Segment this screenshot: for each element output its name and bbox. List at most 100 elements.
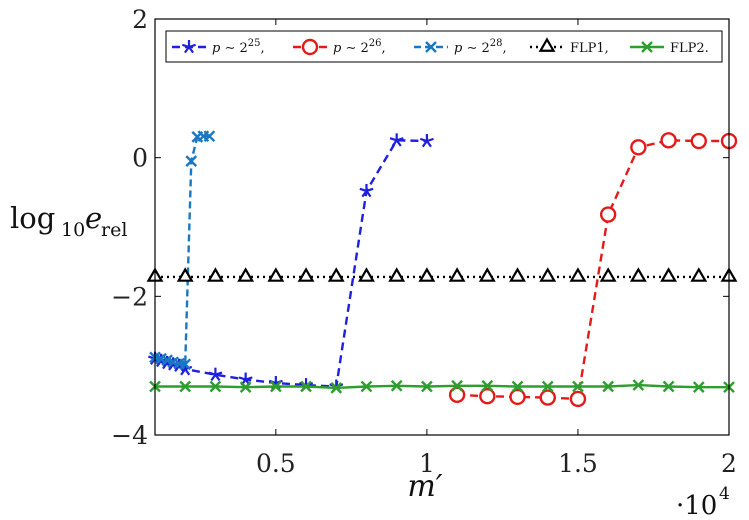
y-tick-label: −2 <box>111 282 148 311</box>
series-3-point-stroke <box>167 356 179 369</box>
series-3-point-stroke <box>155 352 167 365</box>
series-5-point <box>572 380 584 393</box>
series-4-point <box>267 267 285 282</box>
series-5-point <box>330 382 343 394</box>
series-1-point-ray <box>421 140 428 148</box>
legend-tail: , <box>382 41 386 56</box>
x-tick-label: 0.5 <box>256 449 296 478</box>
series-5-point <box>300 380 312 393</box>
series-4-point <box>327 267 345 282</box>
x-axis-label: m′ <box>407 469 442 504</box>
legend-text: ∼ 2 <box>462 41 489 56</box>
series-1-point <box>299 378 314 392</box>
series-5-point-stroke <box>572 380 584 393</box>
series-5-line <box>155 383 729 390</box>
legend-swatch-marker-ray <box>188 43 196 49</box>
legend-var: p <box>454 41 463 56</box>
series-1-point-ray <box>419 137 428 143</box>
series-5-point-stroke <box>451 379 463 392</box>
series-1-point-ray <box>208 371 216 376</box>
series-1-point-ray <box>396 137 404 142</box>
series-4-point <box>358 267 375 282</box>
legend-label: FLP1, <box>570 41 609 56</box>
x-tick-label: 1 <box>419 449 435 478</box>
series-2-point <box>569 390 587 408</box>
x-scale-exponent: 4 <box>719 484 730 504</box>
y-tick-label: 0 <box>132 144 148 173</box>
series-2-line <box>457 139 729 401</box>
series-3-point-stroke <box>203 130 216 143</box>
legend-swatch-marker-ray <box>183 46 190 54</box>
legend-var: p <box>212 41 221 56</box>
legend-label: p ∼ 226, <box>333 38 386 56</box>
series-3-line <box>154 135 210 366</box>
series-5-point <box>451 379 463 392</box>
legend-exp: 28 <box>490 38 503 49</box>
series-3-point <box>203 130 216 143</box>
series-4-point <box>237 267 255 282</box>
legend-swatch-marker-ray <box>188 46 195 54</box>
series-3-point <box>185 155 198 167</box>
series-4-point <box>690 267 708 282</box>
series-1-point-ray <box>214 374 221 381</box>
series-5-point <box>602 380 615 393</box>
series-5-point-stroke <box>481 379 494 392</box>
series-5-point-stroke <box>421 380 433 393</box>
series-4-point <box>509 267 526 282</box>
series-3 <box>149 130 216 371</box>
series-4-point <box>629 267 647 282</box>
y-label-e: e <box>85 201 102 235</box>
series-1-point <box>329 379 344 393</box>
series-3-point-stroke <box>185 155 198 167</box>
legend: p ∼ 225, p ∼ 226, p ∼ 228, FLP1, FLP2. <box>165 30 723 63</box>
legend-label: p ∼ 225, <box>212 38 265 56</box>
series-1-point-ray <box>359 187 367 192</box>
legend-box <box>165 30 723 63</box>
series-5-point <box>360 380 373 393</box>
series-5-point-stroke <box>511 380 524 393</box>
series-5-point-stroke <box>602 380 615 393</box>
series-2-point <box>448 386 466 403</box>
legend-item-2: p ∼ 226, <box>293 38 386 56</box>
series-4-point <box>599 267 617 282</box>
series-5-point <box>511 380 524 393</box>
series-5-point <box>541 380 554 393</box>
series-5-point <box>209 380 222 393</box>
series-5-point-stroke <box>300 380 312 393</box>
series-1-point <box>208 367 223 381</box>
y-tick-label: 2 <box>132 5 148 34</box>
series-1-point <box>359 183 374 198</box>
y-label-sub-10: 10 <box>61 219 85 241</box>
series-5-point-stroke <box>360 380 373 393</box>
series-3-point <box>179 358 192 371</box>
x-tick-label: 2 <box>721 449 737 478</box>
series-5-point-stroke <box>632 379 645 391</box>
series-3-point-stroke <box>161 354 173 366</box>
legend-text: ∼ 2 <box>341 41 368 56</box>
series-5-point <box>390 379 403 392</box>
legend-tail: , <box>503 41 507 56</box>
y-label-log: log <box>10 201 55 235</box>
series-2 <box>448 132 738 408</box>
x-axis-scale-note: ·10 4 <box>676 484 730 520</box>
legend-item-1: p ∼ 225, <box>172 38 265 56</box>
series-2-point <box>690 132 707 150</box>
series-1-point-ray <box>210 374 217 381</box>
series-1-point-ray <box>426 137 434 143</box>
series-5-point <box>239 381 252 394</box>
series-1-point-ray <box>365 190 372 198</box>
series-1-point-ray <box>395 139 402 147</box>
series-5-point-stroke <box>239 381 252 394</box>
series-5-point <box>662 380 675 393</box>
series-5-point-stroke <box>662 380 675 393</box>
legend-text: ∼ 2 <box>220 41 247 56</box>
series-1-point-ray <box>391 139 398 147</box>
series-5-point <box>269 380 282 393</box>
series-1-point-ray <box>238 376 246 381</box>
series-2-point <box>509 388 526 406</box>
series-5-point <box>481 379 494 392</box>
legend-item-3: p ∼ 228, <box>414 38 507 56</box>
series-1-point-ray <box>215 371 223 376</box>
legend-label: p ∼ 228, <box>454 38 507 56</box>
